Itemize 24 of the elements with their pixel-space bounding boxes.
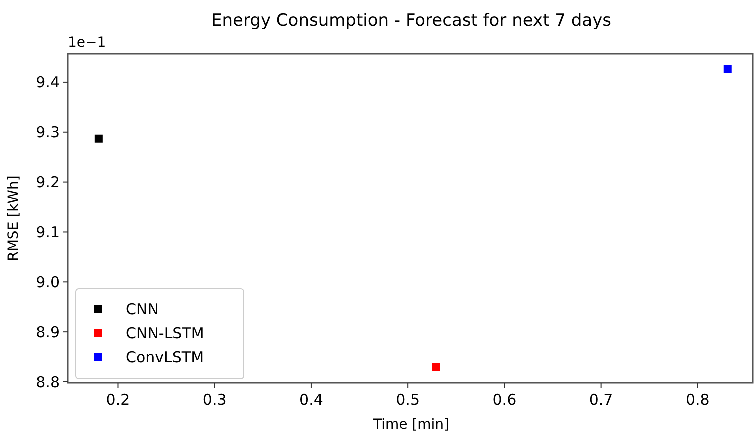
y-tick-label: 9.1 bbox=[36, 223, 60, 242]
y-tick-label: 9.4 bbox=[36, 74, 60, 92]
y-tick-label: 9.0 bbox=[36, 273, 60, 292]
y-axis-title: RMSE [kWh] bbox=[6, 176, 22, 262]
legend-label: CNN-LSTM bbox=[126, 324, 204, 342]
y-tick-label: 9.3 bbox=[36, 124, 60, 142]
x-tick-label: 0.4 bbox=[300, 391, 324, 409]
x-tick-label: 0.7 bbox=[589, 391, 614, 409]
point bbox=[432, 363, 440, 372]
legend-label: ConvLSTM bbox=[126, 348, 204, 366]
legend-label: CNN bbox=[126, 300, 159, 318]
chart-title: Energy Consumption - Forecast for next 7 days bbox=[212, 11, 612, 31]
text: 1e−1 bbox=[68, 35, 106, 51]
x-tick-label: 0.6 bbox=[492, 391, 517, 409]
y-tick-label: 8.8 bbox=[36, 373, 60, 392]
x-tick-label: 0.5 bbox=[396, 391, 420, 409]
x-axis-title: Time [min] bbox=[372, 417, 450, 433]
x-tick-label: 0.3 bbox=[202, 391, 227, 409]
point bbox=[724, 65, 732, 74]
y-tick-label: 9.2 bbox=[36, 174, 60, 192]
point bbox=[94, 134, 103, 143]
y-tick-label: 8.9 bbox=[36, 323, 60, 342]
x-tick-label: 0.8 bbox=[686, 391, 710, 409]
x-tick-label: 0.2 bbox=[106, 391, 130, 409]
